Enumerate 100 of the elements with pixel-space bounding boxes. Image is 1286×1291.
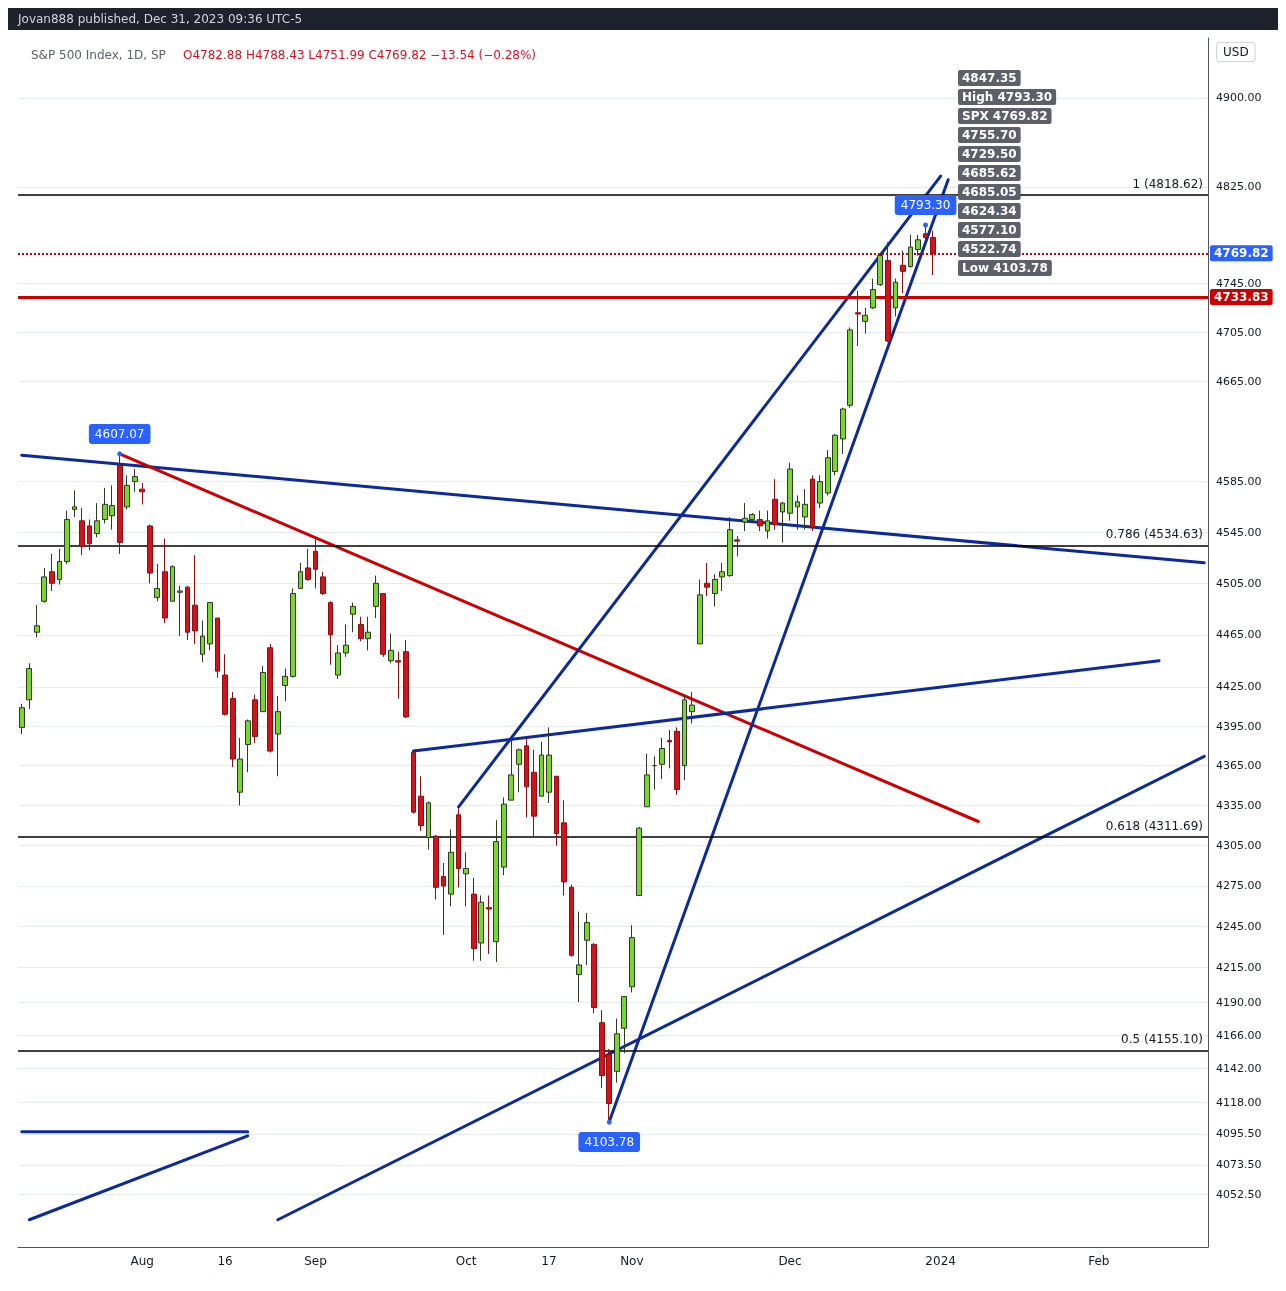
y-tick-label: 4095.50 bbox=[1216, 1127, 1262, 1141]
candlestick bbox=[930, 230, 936, 276]
candlestick bbox=[719, 562, 725, 592]
candlestick bbox=[478, 894, 484, 962]
y-tick-label: 4335.00 bbox=[1216, 798, 1262, 812]
candlestick bbox=[79, 507, 85, 556]
ref-line-label: 0.786 (4534.63) bbox=[1105, 527, 1203, 542]
candlestick bbox=[885, 241, 891, 343]
annotation: Low 4103.78 bbox=[962, 261, 1048, 275]
candlestick bbox=[373, 575, 379, 619]
candlestick bbox=[282, 668, 288, 702]
candlestick bbox=[154, 563, 160, 602]
x-tick-label: Nov bbox=[620, 1254, 644, 1268]
candlestick bbox=[245, 719, 251, 773]
annotation: 4847.35 bbox=[962, 71, 1017, 85]
x-tick-label: Sep bbox=[304, 1254, 327, 1268]
candlestick bbox=[561, 799, 567, 896]
candlestick bbox=[524, 737, 529, 818]
x-tick-label: Aug bbox=[130, 1254, 154, 1268]
y-tick-label: 4166.00 bbox=[1216, 1028, 1262, 1042]
candlestick bbox=[591, 942, 597, 1014]
candlestick bbox=[546, 726, 552, 804]
candlestick bbox=[576, 911, 582, 1003]
ref-line-label: 0.618 (4311.69) bbox=[1105, 818, 1203, 833]
candlestick bbox=[855, 290, 861, 347]
y-tick-label: 4073.50 bbox=[1216, 1158, 1262, 1172]
candlestick bbox=[908, 234, 913, 269]
y-tick-label: 4825.00 bbox=[1216, 180, 1262, 194]
candlestick bbox=[486, 894, 492, 955]
y-tick-label: 4305.00 bbox=[1216, 839, 1262, 853]
candlestick bbox=[652, 755, 657, 791]
candlestick bbox=[847, 326, 853, 409]
candlestick bbox=[290, 587, 296, 679]
annotation: 4685.62 bbox=[962, 166, 1017, 180]
annotation: 4103.78 bbox=[584, 1135, 635, 1150]
y-tick-label: 4900.00 bbox=[1216, 91, 1262, 105]
x-tick-label: 2024 bbox=[925, 1254, 956, 1268]
candlestick bbox=[787, 462, 793, 522]
y-tick-label: 4705.00 bbox=[1216, 325, 1262, 339]
candlestick bbox=[667, 729, 672, 769]
candlestick bbox=[215, 617, 220, 679]
y-tick-label: 4118.00 bbox=[1216, 1095, 1262, 1109]
annotation: 4755.70 bbox=[962, 128, 1017, 142]
candlestick bbox=[192, 554, 198, 645]
candlestick bbox=[780, 501, 785, 543]
candlestick bbox=[621, 995, 627, 1054]
candlestick bbox=[765, 510, 770, 540]
y-tick-label: 4465.00 bbox=[1216, 628, 1262, 642]
candlestick bbox=[795, 494, 800, 531]
candlestick bbox=[636, 826, 642, 896]
candlestick bbox=[418, 775, 424, 832]
candlestick bbox=[802, 488, 808, 531]
candlestick bbox=[501, 797, 507, 876]
candlestick bbox=[840, 407, 846, 455]
annotation: 4729.50 bbox=[962, 147, 1017, 161]
y-tick-label: 4215.00 bbox=[1216, 961, 1262, 975]
annotation: 4793.30 bbox=[900, 197, 951, 212]
candlestick bbox=[328, 600, 333, 666]
candlestick bbox=[237, 737, 243, 806]
y-tick-label: 4745.00 bbox=[1216, 276, 1262, 290]
candlestick bbox=[554, 775, 559, 847]
candlestick bbox=[388, 633, 394, 664]
candlestick bbox=[252, 694, 258, 744]
candlestick bbox=[19, 703, 25, 735]
annotation: 4607.07 bbox=[94, 426, 145, 441]
y-tick-label: 4190.00 bbox=[1216, 995, 1262, 1009]
candlestick bbox=[727, 516, 733, 578]
annotation: SPX 4769.82 bbox=[962, 109, 1048, 123]
candlestick bbox=[426, 800, 431, 851]
x-tick-label: 16 bbox=[217, 1254, 233, 1268]
candlestick bbox=[810, 474, 815, 532]
x-tick-label: Oct bbox=[455, 1254, 477, 1268]
y-tick-label: 4275.00 bbox=[1216, 879, 1262, 893]
annotation: 4577.10 bbox=[962, 223, 1017, 237]
candlestick bbox=[915, 234, 921, 257]
ref-line-label: 4733.83 bbox=[1214, 290, 1269, 305]
candlestick bbox=[380, 593, 386, 658]
candlestick bbox=[817, 474, 823, 509]
ref-line-label: 1 (4818.62) bbox=[1132, 176, 1203, 191]
candlestick bbox=[516, 747, 522, 793]
candlestick bbox=[365, 616, 371, 651]
candlestick bbox=[358, 616, 364, 642]
candlestick bbox=[200, 620, 205, 663]
y-tick-label: 4395.00 bbox=[1216, 719, 1262, 733]
candlestick bbox=[222, 653, 228, 717]
candlestick bbox=[659, 737, 665, 780]
y-tick-label: 4425.00 bbox=[1216, 680, 1262, 694]
candlestick bbox=[862, 307, 868, 335]
candlestick bbox=[629, 924, 635, 993]
y-tick-label: 4142.00 bbox=[1216, 1062, 1262, 1076]
candlestick bbox=[614, 1018, 620, 1084]
candlestick bbox=[139, 482, 145, 505]
candlestick bbox=[508, 738, 514, 801]
candlestick bbox=[260, 665, 266, 713]
candlestick bbox=[531, 749, 537, 839]
x-tick-label: Dec bbox=[778, 1254, 802, 1268]
y-tick-label: 4665.00 bbox=[1216, 375, 1262, 389]
candlestick bbox=[34, 604, 40, 638]
candlestick bbox=[162, 538, 168, 624]
y-tick-label: 4245.00 bbox=[1216, 920, 1262, 934]
